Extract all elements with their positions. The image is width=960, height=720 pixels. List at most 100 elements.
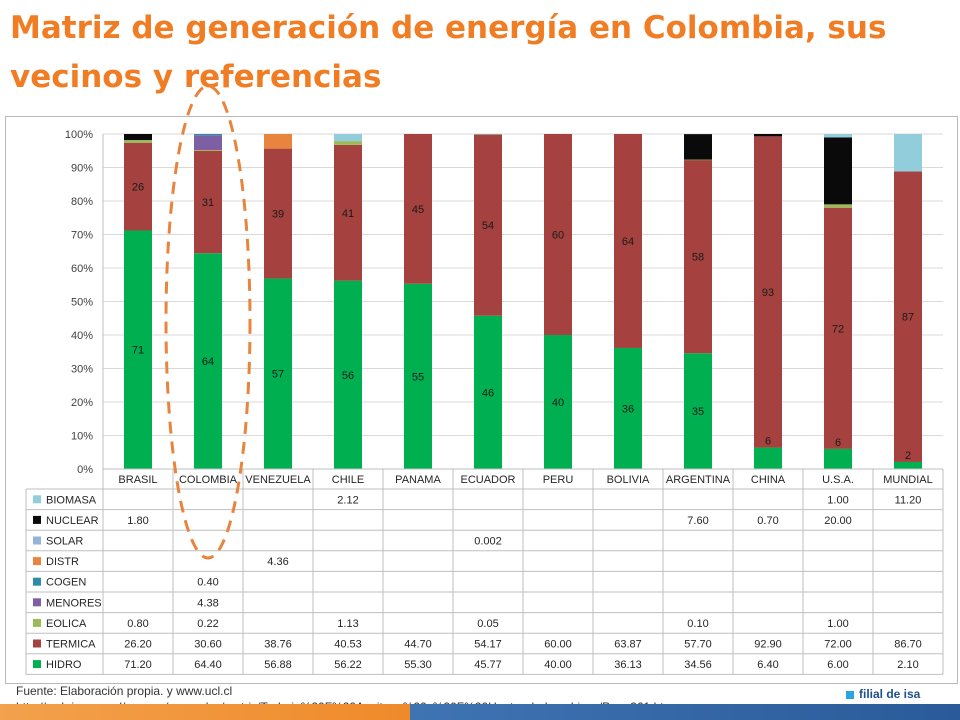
legend-swatch-solar	[33, 536, 41, 545]
table-cell: 1.00	[827, 494, 848, 506]
bar-segment-termica	[684, 159, 712, 354]
legend-swatch-biomasa	[33, 495, 41, 504]
bar-segment-termica	[614, 134, 642, 348]
table-cell: 4.38	[197, 597, 218, 609]
data-label: 6	[765, 436, 771, 448]
data-label: 40	[552, 397, 564, 409]
bar-segment-eolica	[194, 150, 222, 151]
bar-segment-termica	[754, 136, 782, 448]
category-label: ARGENTINA	[666, 474, 731, 486]
bar-segment-nuclear	[684, 134, 712, 160]
data-label: 41	[342, 208, 354, 220]
table-cell: 86.70	[894, 639, 922, 651]
y-tick-label: 90%	[71, 163, 93, 175]
data-label: 35	[692, 406, 704, 418]
footer-bar	[0, 704, 960, 720]
legend-swatch-menores	[33, 598, 41, 607]
table-cell: 26.20	[124, 639, 152, 651]
data-label: 45	[412, 204, 424, 216]
legend-swatch-hidro	[33, 660, 41, 669]
data-label: 2	[905, 450, 911, 462]
table-cell: 7.60	[687, 515, 708, 527]
category-label: COLOMBIA	[179, 474, 238, 486]
category-label: PERU	[543, 474, 574, 486]
bar-segment-hidro	[404, 283, 432, 469]
bar-segment-nuclear	[824, 137, 852, 205]
table-cell: 0.22	[197, 618, 218, 630]
data-label: 71	[132, 345, 144, 357]
page-title: Matriz de generación de energía en Colom…	[10, 10, 887, 95]
bar-segment-eolica	[124, 140, 152, 143]
legend-label-solar: SOLAR	[46, 536, 83, 548]
table-cell: 36.13	[614, 659, 642, 671]
table-cell: 45.77	[474, 659, 502, 671]
table-cell: 40.53	[334, 639, 362, 651]
bar-segment-termica	[894, 171, 922, 462]
bar-segment-eolica	[824, 204, 852, 208]
table-cell: 56.22	[334, 659, 362, 671]
data-label: 39	[272, 209, 284, 221]
y-tick-label: 70%	[71, 230, 93, 242]
category-label: CHINA	[751, 474, 786, 486]
legend-label-eolica: EOLICA	[46, 618, 87, 630]
bar-segment-biomasa	[894, 134, 922, 172]
data-label: 93	[762, 287, 774, 299]
table-cell: 38.76	[264, 639, 292, 651]
data-label: 46	[482, 387, 494, 399]
y-tick-label: 0%	[77, 464, 93, 476]
category-label: ECUADOR	[460, 474, 515, 486]
data-label: 56	[342, 370, 354, 382]
legend-label-menores: MENORES	[46, 597, 102, 609]
data-label: 36	[622, 403, 634, 415]
table-cell: 63.87	[614, 639, 642, 651]
data-label: 64	[622, 236, 634, 248]
bar-segment-distr	[264, 134, 292, 149]
data-label: 64	[202, 356, 214, 368]
bar-segment-termica	[334, 144, 362, 281]
table-cell: 56.88	[264, 659, 292, 671]
bar-segment-hidro	[474, 315, 502, 469]
footer-bar-orange	[0, 704, 410, 720]
logo-text: filial de isa	[859, 687, 921, 701]
data-label: 58	[692, 252, 704, 264]
bar-segment-cogen	[194, 134, 222, 136]
chart-frame: 71 26 64 31 57 39 56 41 55 45 46 54 40 60 36 64 35 58 6 93 6…	[5, 116, 958, 684]
data-label: 6	[835, 437, 841, 449]
legend-swatch-eolica	[33, 618, 41, 627]
bar-segment-termica	[404, 134, 432, 284]
legend-label-biomasa: BIOMASA	[46, 494, 97, 506]
bar-segment-hidro	[264, 278, 292, 469]
legend-swatch-distr	[33, 557, 41, 566]
table-cell: 60.00	[544, 639, 572, 651]
legend-label-distr: DISTR	[46, 556, 79, 568]
bar-segment-biomasa	[334, 134, 362, 142]
table-cell: 64.40	[194, 659, 222, 671]
data-label: 26	[132, 182, 144, 194]
table-cell: 1.00	[827, 618, 848, 630]
table-cell: 54.17	[474, 639, 502, 651]
table-cell: 6.40	[757, 659, 778, 671]
legend-swatch-nuclear	[33, 515, 41, 524]
table-cell: 72.00	[824, 639, 852, 651]
data-label: 57	[272, 369, 284, 381]
y-tick-label: 10%	[71, 431, 93, 443]
legend-label-hidro: HIDRO	[46, 659, 82, 671]
data-label: 55	[412, 371, 424, 383]
table-cell: 1.80	[127, 515, 148, 527]
energy-matrix-chart: 7126643157395641554546544060366435586936…	[25, 129, 944, 675]
bar-segment-nuclear	[754, 134, 782, 137]
legend-label-termica: TERMICA	[46, 639, 96, 651]
table-cell: 2.10	[897, 659, 918, 671]
y-tick-label: 50%	[71, 297, 93, 309]
bar-segment-solar	[474, 134, 502, 135]
y-tick-label: 40%	[71, 330, 93, 342]
table-cell: 55.30	[404, 659, 432, 671]
category-label: CHILE	[332, 474, 364, 486]
table-cell: 30.60	[194, 639, 222, 651]
logo-square-icon	[846, 690, 854, 699]
table-cell: 0.80	[127, 618, 148, 630]
y-tick-label: 30%	[71, 364, 93, 376]
source-line-1: Fuente: Elaboración propia. y www.ucl.cl	[16, 684, 233, 698]
table-cell: 92.90	[754, 639, 782, 651]
data-label: 60	[552, 230, 564, 242]
